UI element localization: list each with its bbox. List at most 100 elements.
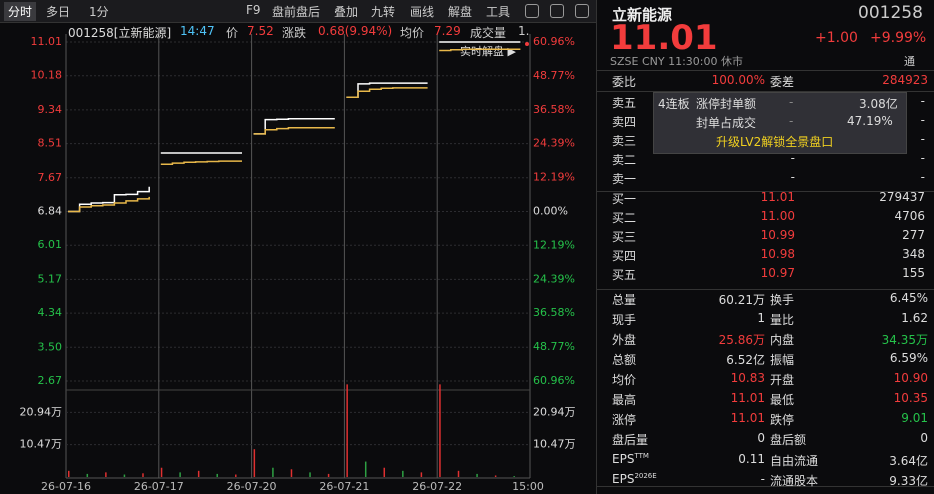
book-price: 10.98 bbox=[760, 247, 795, 261]
stat-value: 0 bbox=[757, 431, 765, 445]
separator bbox=[597, 289, 934, 290]
volume-tick-label: 10.47万 bbox=[533, 438, 576, 451]
x-tick-label: 26-07-20 bbox=[227, 480, 277, 493]
stat-label: 跌停 bbox=[770, 413, 795, 427]
volume-bar bbox=[383, 467, 386, 477]
stat-value: 10.83 bbox=[730, 371, 765, 385]
volume-tick-label: 20.94万 bbox=[533, 405, 576, 418]
stock-code: 001258 bbox=[858, 3, 923, 23]
book-label: 买一 bbox=[612, 192, 637, 206]
volume-bar bbox=[513, 476, 515, 477]
dot bbox=[525, 42, 529, 46]
volume-bar bbox=[476, 473, 478, 477]
volume-bar bbox=[309, 472, 311, 477]
book-label: 买五 bbox=[612, 268, 637, 282]
stat-value: 34.35万 bbox=[881, 333, 928, 347]
stat-value: 6.52亿 bbox=[726, 353, 765, 367]
last-price: 11.01 bbox=[610, 18, 718, 58]
volume-bar bbox=[402, 470, 404, 477]
stat-label: 内盘 bbox=[770, 333, 795, 347]
tool[interactable]: 九转 bbox=[371, 5, 396, 19]
chart-header-price-label: 价 bbox=[226, 26, 239, 40]
stat-value: 10.35 bbox=[893, 391, 928, 405]
chart-header-vol-label: 成交量 bbox=[470, 26, 507, 40]
stat-value: 1 bbox=[757, 311, 765, 325]
volume-bar bbox=[142, 473, 144, 477]
tool[interactable]: 盘前盘后 bbox=[272, 5, 321, 19]
stat-value: 60.21万 bbox=[718, 293, 765, 307]
y2-tick-label: 60.96% bbox=[533, 374, 575, 387]
stat-value: 6.45% bbox=[889, 291, 928, 305]
book-vol: 279437 bbox=[879, 190, 925, 204]
value: 100.00% bbox=[711, 73, 765, 87]
tool[interactable]: 工具 bbox=[486, 5, 511, 19]
separator bbox=[597, 70, 934, 71]
y-tick-label: 6.01 bbox=[38, 238, 63, 251]
stat-label: 总额 bbox=[612, 353, 637, 367]
overlay-upgrade[interactable]: 升级LV2解锁全景盘口 bbox=[716, 135, 834, 149]
y2-tick-label: 24.39% bbox=[533, 137, 575, 150]
stat-label: 换手 bbox=[770, 293, 795, 307]
divider bbox=[596, 0, 597, 494]
chart: 11.01 10.18 9.34 8.51 7.67 6.84 6.01 5.17 4.34 3.… bbox=[20, 34, 576, 493]
volume-bar bbox=[179, 472, 181, 477]
y-tick-label: 3.50 bbox=[38, 340, 63, 353]
volume-bar bbox=[327, 473, 330, 477]
volume-bar bbox=[160, 467, 163, 477]
x-tick-label: 26-07-21 bbox=[319, 480, 369, 493]
chart-header-price: 7.52 bbox=[247, 24, 274, 38]
volume-bar bbox=[197, 470, 200, 477]
overlay-streak: 4连板 bbox=[658, 97, 690, 111]
y2-tick-label: 48.77% bbox=[533, 340, 575, 353]
tab[interactable]: 1分 bbox=[89, 5, 109, 19]
stat-value: 9.33亿 bbox=[889, 474, 928, 488]
stat-value: 0.11 bbox=[738, 452, 765, 466]
y-tick-label: 5.17 bbox=[38, 272, 63, 285]
stock-name: 立新能源 bbox=[612, 6, 673, 24]
tool[interactable]: 叠加 bbox=[334, 5, 359, 19]
y2-tick-label: 12.19% bbox=[533, 171, 575, 184]
x-tick-label: 26-07-17 bbox=[134, 480, 184, 493]
stat-value: 9.01 bbox=[901, 411, 928, 425]
stat-label: 最高 bbox=[612, 393, 637, 407]
superscript: 2026E bbox=[634, 472, 657, 480]
tool[interactable]: F9 bbox=[246, 3, 261, 17]
icon[interactable] bbox=[525, 4, 539, 18]
separator bbox=[597, 91, 934, 92]
stat-label: 均价 bbox=[612, 373, 637, 387]
stat-label: 外盘 bbox=[612, 333, 637, 347]
change: +1.00 bbox=[815, 30, 858, 46]
icon[interactable] bbox=[550, 4, 564, 18]
y2-tick-label: 36.58% bbox=[533, 306, 575, 319]
separator bbox=[597, 486, 934, 487]
book-price: 10.97 bbox=[760, 266, 795, 280]
stat-label: 最低 bbox=[770, 393, 795, 407]
stat-label: 自由流通 bbox=[770, 454, 819, 468]
book-vol: - bbox=[920, 113, 925, 127]
stat-label: 盘后量 bbox=[612, 433, 649, 447]
volume-bar bbox=[86, 473, 89, 477]
change-pct: +9.99% bbox=[870, 30, 927, 46]
y-tick-label: 9.34 bbox=[38, 103, 63, 116]
stat-value: - bbox=[760, 472, 765, 486]
book-vol: - bbox=[920, 170, 925, 184]
tab[interactable]: 分时 bbox=[4, 2, 37, 21]
separator bbox=[597, 191, 934, 192]
y2-tick-label: 0.00% bbox=[533, 205, 568, 218]
superscript: TTM bbox=[634, 452, 649, 460]
book-price: - bbox=[790, 151, 795, 165]
y2-tick-label: 60.96% bbox=[533, 35, 575, 48]
tool[interactable]: 解盘 bbox=[448, 5, 473, 19]
chart-header-avg-label: 均价 bbox=[400, 26, 425, 40]
label: 委比 bbox=[612, 75, 637, 89]
volume-bar bbox=[420, 472, 423, 477]
volume-bar bbox=[68, 470, 70, 477]
tool[interactable]: 画线 bbox=[410, 5, 435, 19]
stat-value: 0 bbox=[920, 431, 928, 445]
book-label: 卖四 bbox=[612, 115, 637, 129]
chart-header-code: 001258[立新能源] bbox=[68, 26, 172, 40]
tab[interactable]: 多日 bbox=[46, 5, 71, 19]
y-tick-label: 4.34 bbox=[38, 306, 63, 319]
icon[interactable] bbox=[575, 4, 589, 18]
volume-tick-label: 10.47万 bbox=[20, 438, 63, 451]
